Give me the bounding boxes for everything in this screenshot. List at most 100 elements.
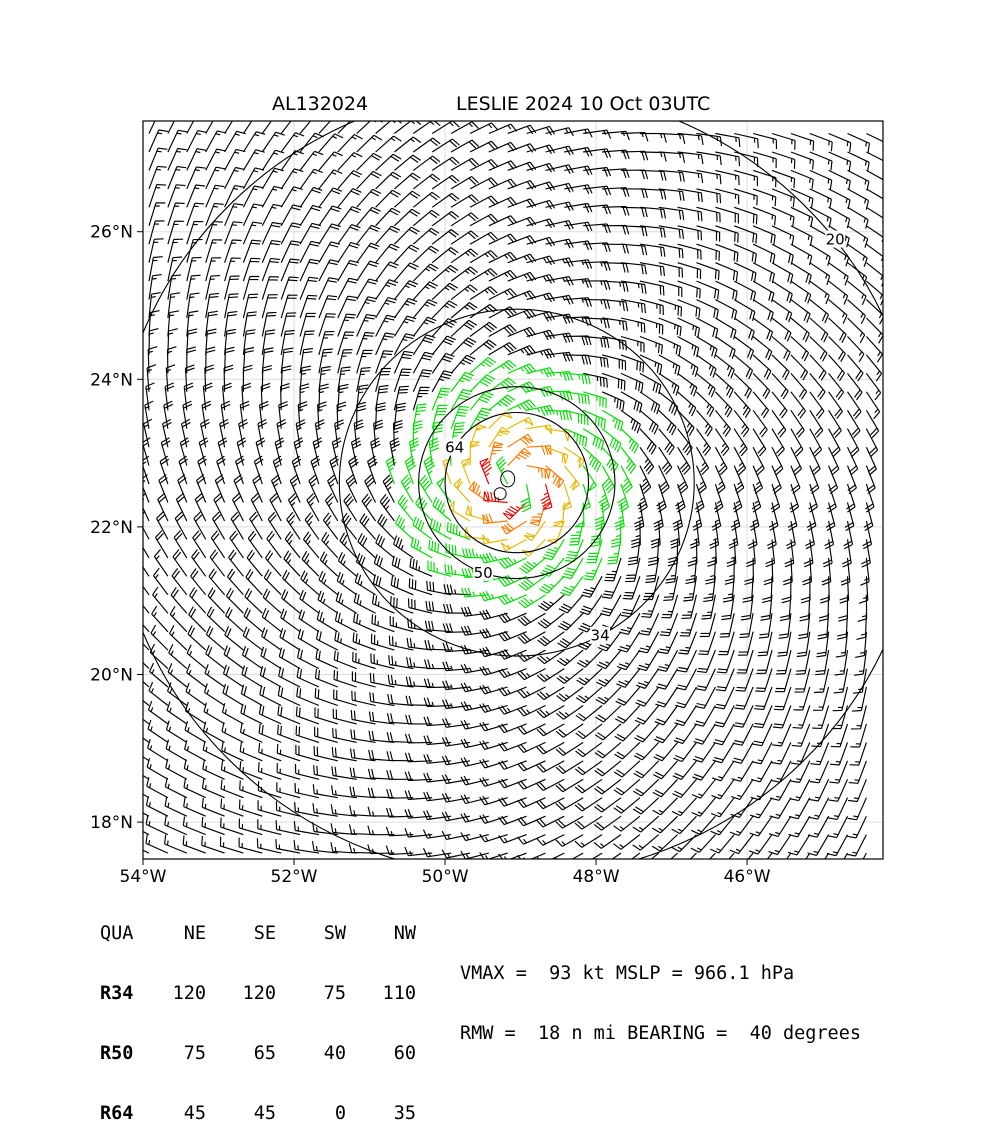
wind-barb [796, 631, 811, 658]
wind-barb [351, 671, 376, 688]
wind-barb [615, 686, 641, 706]
wind-barb [613, 797, 641, 814]
wind-barb [755, 668, 773, 692]
wind-barb [356, 224, 381, 245]
wind-barb [574, 760, 603, 776]
wind-barb [167, 184, 186, 208]
wind-barb [166, 682, 188, 706]
wind-barb [809, 760, 830, 784]
wind-barb [564, 428, 588, 448]
wind-barb [556, 705, 584, 720]
wind-barb [788, 797, 811, 820]
wind-barb [771, 446, 784, 476]
wind-barb [469, 321, 498, 337]
wind-barb [830, 723, 849, 748]
wind-barb [460, 701, 489, 711]
wind-barb [716, 649, 735, 674]
wind-barb [602, 299, 629, 312]
wind-barb [639, 446, 655, 475]
wind-barb [806, 502, 817, 531]
wind-barb [314, 419, 325, 448]
wind-barb [348, 824, 376, 836]
wind-barb [242, 311, 257, 337]
wind-barb [261, 131, 285, 153]
wind-barb [574, 815, 603, 830]
contour-label: 50 [474, 564, 493, 582]
wind-barb [393, 350, 414, 374]
wind-barb [469, 304, 498, 319]
wind-barb [815, 650, 830, 676]
wind-barb [226, 587, 244, 614]
wind-barb [693, 723, 716, 745]
wind-barb [404, 771, 433, 782]
wind-barb [202, 721, 225, 743]
wind-barb [790, 391, 806, 419]
wind-barb [733, 317, 755, 341]
wind-barb [461, 587, 489, 598]
wind-barb [583, 299, 611, 310]
wind-barb [274, 437, 285, 466]
wind-barb [677, 649, 698, 673]
wind-barb [820, 576, 830, 604]
wind-barb [696, 262, 720, 281]
wind-barb [787, 834, 811, 856]
wind-barb [192, 530, 207, 559]
wind-barb [263, 569, 282, 596]
wind-barb [186, 148, 207, 171]
wind-barb [828, 280, 849, 305]
wind-barb [529, 502, 547, 527]
wind-barb [356, 134, 383, 153]
wind-barb [314, 668, 339, 688]
wind-barb [809, 428, 823, 457]
wind-barb [242, 257, 261, 282]
wind-barb [575, 723, 603, 740]
wind-barb [517, 760, 546, 772]
wind-barb [561, 557, 584, 580]
wind-barb [771, 262, 794, 284]
wind-barb [526, 348, 555, 359]
wind-barb [186, 663, 207, 688]
wind-barb [856, 613, 867, 640]
wind-barb [304, 512, 320, 540]
wind-barb [708, 852, 716, 859]
wind-barb [696, 372, 716, 398]
wind-barb [299, 383, 310, 411]
wind-barb [299, 240, 321, 263]
wind-barb [824, 852, 830, 859]
wind-barb [468, 481, 490, 503]
wind-barb [715, 188, 740, 205]
wind-barb [385, 845, 414, 856]
wind-barb [613, 778, 641, 796]
wind-barb [653, 723, 679, 744]
wind-barb [375, 332, 395, 356]
wind-barb [261, 167, 284, 190]
wind-barb [633, 778, 660, 797]
wind-barb [371, 594, 395, 614]
wind-barb [862, 852, 867, 859]
wind-barb [412, 173, 441, 190]
wind-barb [488, 269, 518, 282]
contour-label-bg [473, 563, 494, 581]
wind-barb [393, 297, 418, 319]
wind-barb [639, 280, 665, 296]
wind-barb [536, 760, 565, 773]
wind-barb [536, 668, 565, 683]
wind-barb [450, 230, 479, 245]
col-sw: SW [323, 923, 346, 944]
wind-barb [813, 686, 830, 711]
wind-barb [469, 158, 499, 171]
wind-barb [526, 311, 555, 322]
wind-barb [620, 262, 647, 275]
wind-barb [404, 752, 433, 763]
x-tick-label: 52°W [271, 867, 318, 887]
wind-barb [847, 206, 869, 229]
wind-barb [482, 513, 508, 524]
wind-barb [442, 642, 471, 653]
wind-barb [696, 169, 722, 185]
wind-barb [545, 465, 565, 489]
wind-barb [620, 317, 646, 333]
wind-barb [357, 533, 376, 559]
wind-barb [652, 778, 679, 798]
wind-barb [348, 455, 359, 485]
wind-barb [854, 650, 867, 676]
